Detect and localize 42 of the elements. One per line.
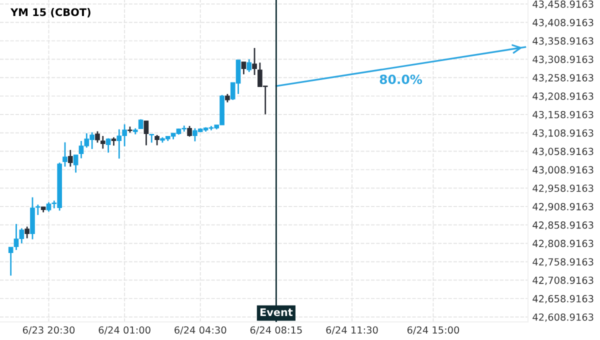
- x-tick-label: 6/24 15:00: [407, 326, 460, 334]
- x-tick-label: 6/24 01:00: [98, 326, 150, 334]
- y-tick-label: 43,158.9163: [532, 110, 594, 120]
- y-tick-label: 42,658.9163: [532, 295, 594, 304]
- candlestick: [187, 125, 192, 138]
- candlestick: [8, 246, 14, 276]
- y-tick-label: 42,608.9163: [532, 313, 594, 322]
- x-tick-label: 6/24 11:30: [326, 326, 378, 334]
- y-tick-label: 42,908.9163: [532, 202, 594, 212]
- candlestick: [144, 120, 149, 146]
- candlestick: [106, 138, 111, 154]
- candlestick: [24, 226, 30, 239]
- candlestick: [241, 61, 246, 75]
- y-tick-label: 43,258.9163: [532, 74, 594, 82]
- y-tick-label: 43,408.9163: [532, 18, 594, 28]
- y-tick-label: 43,458.9163: [532, 0, 594, 9]
- y-tick-label: 43,108.9163: [532, 129, 594, 138]
- ref-line-label: Event: [260, 308, 293, 316]
- annotation: 80.0%: [380, 74, 422, 84]
- x-tick-label: 6/23 20:30: [22, 326, 75, 334]
- text: YM 15 (CBOT): [10, 8, 90, 18]
- candlestick: [154, 134, 160, 146]
- y-tick-label: 42,708.9163: [532, 276, 594, 285]
- candlestick: [68, 149, 73, 168]
- candlestick: [252, 47, 257, 76]
- x-tick-label: 6/24 04:30: [174, 326, 226, 334]
- candlestick: [73, 154, 78, 174]
- candlestick: [62, 142, 68, 168]
- y-tick-label: 42,858.9163: [532, 221, 594, 230]
- candlestick: [100, 135, 106, 150]
- x-tick-label: 6/24 08:15: [250, 326, 302, 334]
- y-tick-label: 43,208.9163: [532, 92, 594, 101]
- candlestick: [95, 130, 100, 144]
- y-tick-label: 42,808.9163: [532, 240, 594, 248]
- y-tick-label: 43,008.9163: [532, 166, 594, 175]
- y-tick-label: 43,058.9163: [532, 148, 594, 156]
- y-tick-label: 43,308.9163: [532, 56, 594, 64]
- y-tick-label: 43,358.9163: [532, 37, 594, 46]
- candlestick: [149, 134, 154, 144]
- y-tick-label: 42,758.9163: [532, 258, 594, 267]
- y-tick-label: 42,958.9163: [532, 184, 594, 193]
- candlestick: [246, 58, 252, 73]
